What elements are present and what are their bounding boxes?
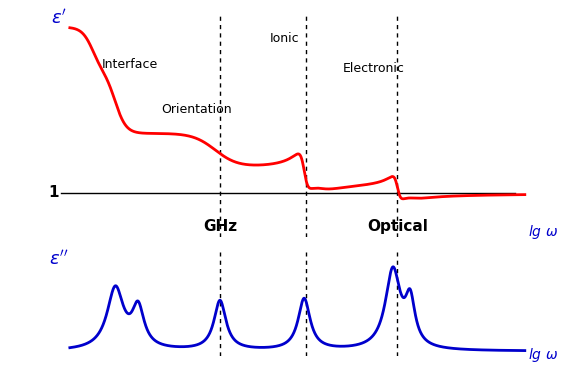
- Text: Orientation: Orientation: [161, 103, 232, 116]
- Text: Interface: Interface: [102, 58, 158, 71]
- Text: $\varepsilon'$: $\varepsilon'$: [51, 9, 66, 28]
- Text: $\varepsilon''$: $\varepsilon''$: [49, 250, 68, 269]
- Text: lg $\omega$: lg $\omega$: [528, 346, 558, 364]
- Text: 1: 1: [48, 186, 58, 200]
- Text: GHz: GHz: [203, 219, 237, 234]
- Text: Optical: Optical: [367, 219, 428, 234]
- Text: lg $\omega$: lg $\omega$: [528, 223, 558, 241]
- Text: Ionic: Ionic: [270, 32, 300, 45]
- Text: Electronic: Electronic: [343, 62, 405, 75]
